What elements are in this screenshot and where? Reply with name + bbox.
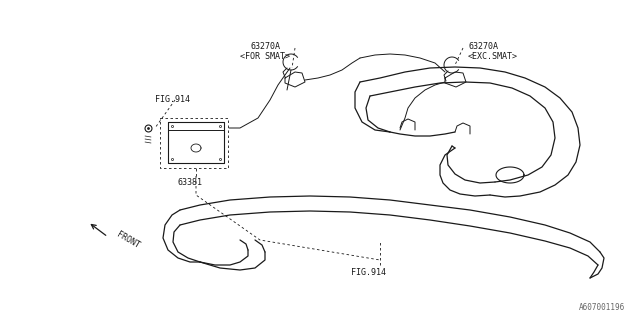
Text: <EXC.SMAT>: <EXC.SMAT> <box>468 52 518 61</box>
Text: FIG.914: FIG.914 <box>155 95 190 104</box>
Text: FIG.914: FIG.914 <box>351 268 385 277</box>
Text: A607001196: A607001196 <box>579 303 625 312</box>
Text: FRONT: FRONT <box>115 230 141 250</box>
Text: 63381: 63381 <box>177 178 202 187</box>
Text: 63270A: 63270A <box>468 42 498 51</box>
Text: 63270A: 63270A <box>250 42 280 51</box>
Text: <FOR SMAT>: <FOR SMAT> <box>240 52 290 61</box>
